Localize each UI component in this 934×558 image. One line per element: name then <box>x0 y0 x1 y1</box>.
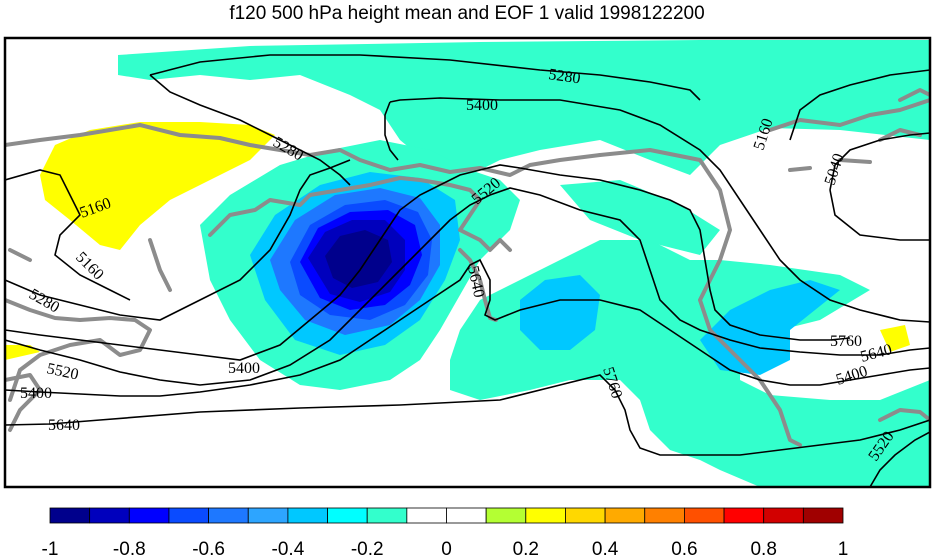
contour-5640 <box>5 258 930 397</box>
coast-asia-east <box>5 298 152 402</box>
colorbar-tick-label: 1 <box>838 539 849 558</box>
contour-labels: 5280 5400 5160 5040 5280 5160 5160 5280 … <box>20 66 898 464</box>
contour-label: 5640 <box>464 264 487 299</box>
contour-5280-bend <box>149 74 351 186</box>
colorbar-swatch <box>802 507 844 524</box>
contour-label: 5040 <box>822 152 848 188</box>
colorbar-swatch <box>128 507 170 524</box>
eof-region-blue-6 <box>325 230 392 288</box>
contour-5280-west <box>5 159 351 321</box>
eof-shading <box>5 40 930 487</box>
map-title: f120 500 hPa height mean and EOF 1 valid… <box>229 3 705 24</box>
eof-region-blue-south-a <box>520 275 600 350</box>
coast-kamchatka <box>208 176 512 252</box>
eof-region-yellow-1 <box>40 122 275 250</box>
eof-region-teal-east <box>560 180 720 255</box>
colorbar-swatch <box>287 507 328 524</box>
colorbar-swatch <box>763 507 804 524</box>
eof-region-yellow-2 <box>5 345 40 360</box>
colorbar-tick-label: -1 <box>42 539 59 558</box>
coastlines <box>5 88 930 447</box>
eof-region-blue-south-b <box>700 280 840 375</box>
colorbar: -1 -0.8 -0.6 -0.4 -0.2 0 0.2 0.4 0.6 0.8 1 <box>42 507 849 558</box>
contour-5760 <box>5 374 930 456</box>
contour-5040-loop <box>829 189 930 241</box>
contour-5160-west <box>5 169 131 301</box>
colorbar-swatch <box>247 507 289 524</box>
contour-label: 5400 <box>834 363 870 389</box>
colorbar-swatch <box>327 507 368 524</box>
colorbar-tick-label: 0.2 <box>513 539 539 558</box>
coast-siberia <box>5 123 602 177</box>
contour-5280-north <box>149 54 701 101</box>
colorbar-tick-label: -0.2 <box>351 539 384 558</box>
colorbar-swatch <box>168 507 209 524</box>
colorbar-swatch <box>684 507 725 524</box>
coast-arctic-islands <box>788 88 930 172</box>
contour-label: 5760 <box>830 333 862 350</box>
coast-hudson <box>768 98 930 132</box>
contour-label: 5280 <box>547 66 581 87</box>
colorbar-tick-label: 0.8 <box>750 539 776 558</box>
contour-label: 5400 <box>228 360 260 377</box>
eof-region-yellow-3 <box>880 325 910 352</box>
contour-5880 <box>869 431 930 487</box>
height-contours <box>5 54 930 487</box>
colorbar-swatch <box>49 507 91 524</box>
contour-5040-east <box>829 132 930 191</box>
eof-region-teal-north <box>118 40 930 175</box>
contour-label: 5160 <box>72 249 107 284</box>
colorbar-swatch <box>525 507 566 524</box>
colorbar-swatch <box>644 507 685 524</box>
colorbar-swatch <box>604 507 646 524</box>
contour-5400-drop <box>384 101 399 161</box>
coast-japan <box>5 373 42 432</box>
coast-north-america <box>598 148 802 447</box>
colorbar-tick-label: 0 <box>441 539 452 558</box>
colorbar-tick-label: -0.6 <box>192 539 225 558</box>
colorbar-tick-label: 0.4 <box>592 539 619 558</box>
colorbar-tick-label: -0.8 <box>113 539 146 558</box>
colorbar-swatch <box>406 507 447 524</box>
colorbar-swatch <box>89 507 130 524</box>
colorbar-tick-label: -0.4 <box>272 539 305 558</box>
eof-region-teal-south <box>450 240 930 487</box>
colorbar-swatch <box>723 507 765 524</box>
contour-5400-north <box>389 97 930 323</box>
coast-mexico <box>878 408 930 422</box>
colorbar-swatch <box>485 507 527 524</box>
coast-kuril <box>8 238 172 292</box>
colorbar-tick-label: 0.6 <box>671 539 697 558</box>
colorbar-swatch <box>446 507 487 524</box>
contour-label: 5400 <box>20 385 52 402</box>
contour-label: 5400 <box>466 97 498 114</box>
colorbar-swatch <box>208 507 249 524</box>
contour-5520 <box>5 187 930 386</box>
contour-5160-east <box>789 69 930 141</box>
colorbar-swatch <box>565 507 606 524</box>
map-frame <box>3 36 932 489</box>
contour-label: 5640 <box>48 417 80 434</box>
contour-label: 5520 <box>45 360 80 383</box>
colorbar-swatch <box>366 507 408 524</box>
contour-5400 <box>5 164 851 361</box>
